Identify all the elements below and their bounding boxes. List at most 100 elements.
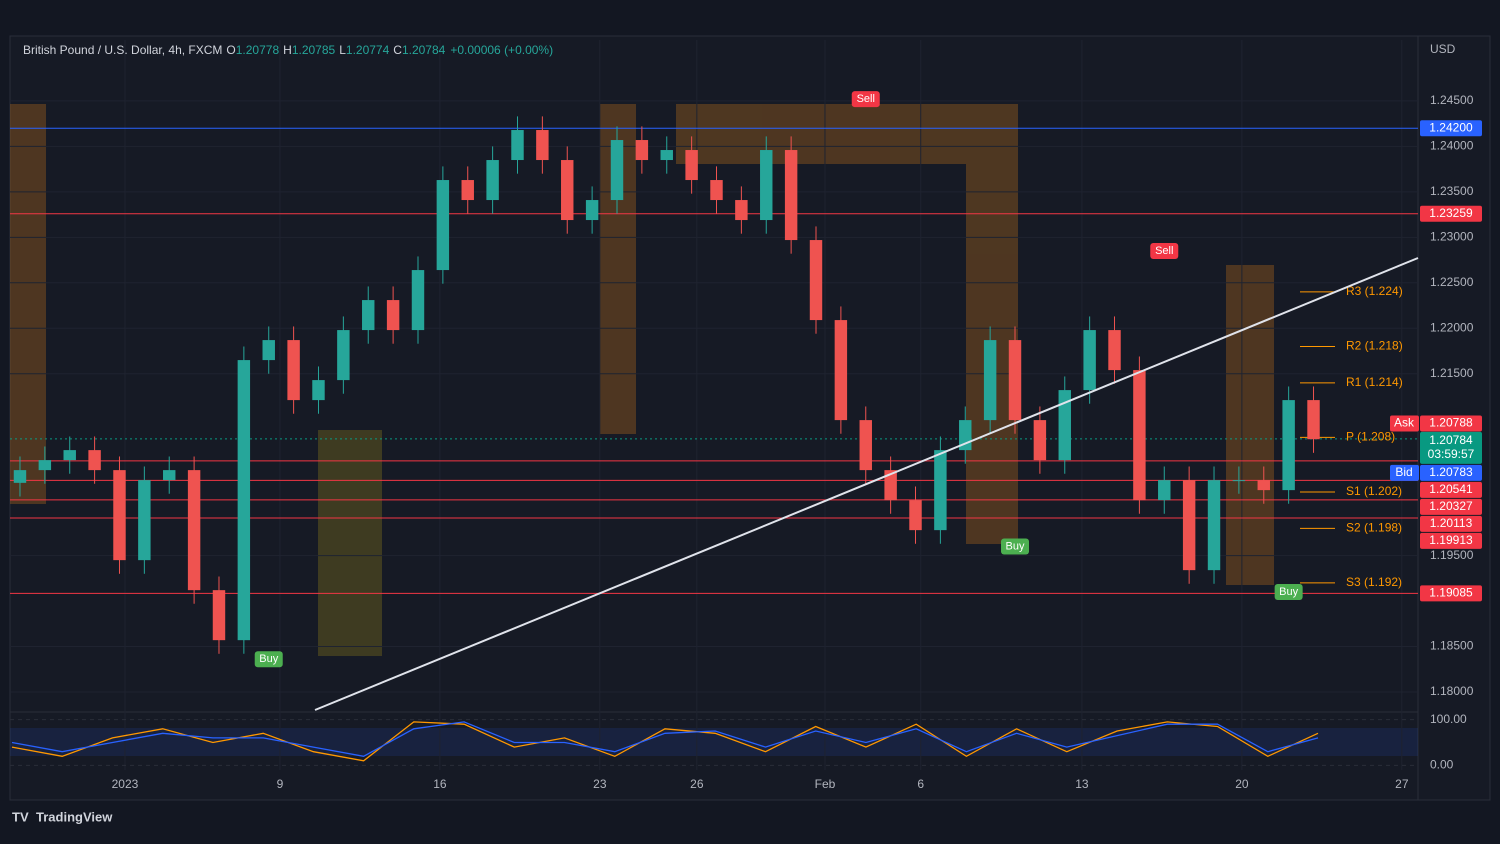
signal-box — [1001, 538, 1030, 555]
candle-body — [237, 360, 251, 641]
signal-box — [1274, 583, 1303, 600]
candle-body — [1207, 480, 1221, 571]
pivot-label: S2 (1.198) — [1346, 520, 1402, 534]
ask-name-box — [1390, 415, 1419, 432]
candle-body — [138, 480, 151, 561]
candle-body — [262, 340, 275, 361]
signal-box — [851, 91, 880, 108]
candle-body — [163, 470, 176, 481]
candle-body — [859, 420, 872, 471]
candle-body — [1282, 400, 1295, 491]
ask-tag-box — [1420, 415, 1482, 432]
x-tick-label: 27 — [1395, 777, 1409, 791]
ohlc-key: C — [393, 43, 402, 57]
price-tag-box — [1420, 120, 1482, 137]
x-tick-label: 26 — [690, 777, 704, 791]
candle-body — [585, 200, 599, 221]
price-tag-box — [1420, 498, 1482, 515]
ask-name: Ask — [1394, 416, 1415, 430]
pivot-label: P (1.208) — [1346, 430, 1395, 444]
signal-label: Sell — [857, 93, 875, 105]
signal-box — [1150, 242, 1179, 259]
y-tick-label: 1.22500 — [1430, 275, 1474, 289]
candle-body — [337, 330, 350, 381]
candle-body — [63, 450, 76, 461]
price-tag-box — [1420, 481, 1482, 498]
pivot-label: S3 (1.192) — [1346, 575, 1402, 589]
pivot-label: R2 (1.218) — [1346, 339, 1403, 353]
x-tick-label: 20 — [1235, 777, 1249, 791]
ohlc-value: 1.20784 — [402, 43, 446, 57]
x-tick-label: 16 — [433, 777, 447, 791]
candle-body — [436, 180, 450, 271]
zone — [10, 104, 46, 504]
candle-body — [411, 270, 425, 331]
price-tag: 1.23259 — [1429, 206, 1473, 220]
candle-body — [88, 450, 101, 471]
candle-body — [1033, 420, 1047, 461]
header: British Pound / U.S. Dollar, 4h, FXCM O 1.… — [23, 43, 553, 57]
candle-body — [809, 240, 823, 321]
pivot-label: R3 (1.224) — [1346, 284, 1403, 298]
ohlc-key: L — [339, 43, 346, 57]
price-tag: 1.24200 — [1429, 120, 1473, 134]
candle-body — [660, 150, 673, 161]
signal-label: Buy — [259, 653, 278, 665]
signal-label: Buy — [1279, 586, 1298, 598]
ohlc-key: O — [226, 43, 235, 57]
candle-body — [312, 380, 325, 401]
candle-body — [760, 150, 773, 221]
bid-tag-box — [1420, 464, 1482, 481]
y-tick-label: 1.18000 — [1430, 684, 1474, 698]
candle-body — [1307, 400, 1320, 440]
countdown: 03:59:57 — [1428, 447, 1475, 461]
price-tag: 1.20327 — [1429, 499, 1473, 513]
candle-body — [113, 470, 126, 561]
candle-body — [536, 130, 549, 161]
bid-name: Bid — [1395, 465, 1412, 479]
bid-tag: 1.20783 — [1429, 465, 1473, 479]
candle-body — [13, 470, 27, 483]
candle-body — [1182, 480, 1196, 571]
y-tick-label: 1.24500 — [1430, 93, 1474, 107]
price-tag-box — [1420, 532, 1482, 549]
candle-body — [386, 300, 400, 331]
price-tag-box — [1420, 205, 1482, 222]
ohlc-value: 1.20785 — [292, 43, 336, 57]
candle-body — [934, 450, 947, 531]
pivot-label: S1 (1.202) — [1346, 484, 1402, 498]
y-tick-label: 1.19500 — [1430, 548, 1474, 562]
osc-tick-label: 100.00 — [1430, 712, 1467, 726]
ohlc-value: 1.20774 — [346, 43, 390, 57]
candle-body — [610, 140, 624, 201]
x-tick-label: 6 — [917, 777, 924, 791]
pivot-label: R1 (1.214) — [1346, 375, 1403, 389]
candle-body — [1108, 330, 1121, 371]
candle-body — [884, 470, 897, 501]
candle-body — [983, 340, 997, 421]
price-tag: 1.19085 — [1429, 586, 1473, 600]
signal-box — [254, 651, 283, 668]
candle-body — [735, 200, 748, 221]
signal-label: Buy — [1006, 540, 1025, 552]
trendline — [314, 257, 1419, 711]
candle-body — [1058, 390, 1071, 461]
osc-tick-label: 0.00 — [1430, 758, 1454, 772]
oscillator-line — [11, 721, 1319, 762]
y-tick-label: 1.23000 — [1430, 229, 1474, 243]
y-tick-label: 1.21500 — [1430, 366, 1474, 380]
last-price: 1.20784 — [1429, 433, 1473, 447]
brand: TradingView — [36, 809, 113, 824]
ohlc-key: H — [283, 43, 292, 57]
y-tick-label: 1.23500 — [1430, 184, 1474, 198]
zone — [318, 430, 382, 656]
candle-body — [212, 590, 226, 641]
y-tick-label: 1.18500 — [1430, 639, 1474, 653]
candle-body — [486, 160, 499, 201]
symbol: British Pound / U.S. Dollar, 4h, FXCM — [23, 43, 222, 57]
candle-body — [38, 460, 52, 471]
y-tick-label: 1.22000 — [1430, 320, 1474, 334]
candle-body — [685, 150, 698, 181]
candle-body — [909, 500, 922, 531]
candle-body — [784, 150, 798, 241]
